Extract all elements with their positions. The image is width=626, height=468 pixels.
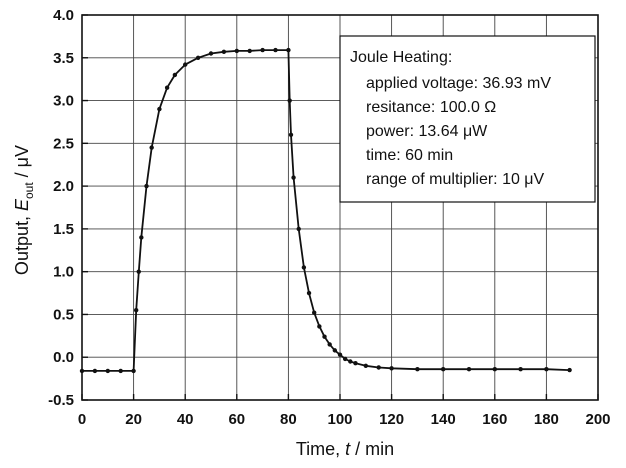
data-point bbox=[337, 352, 343, 357]
y-tick-label: -0.5 bbox=[48, 392, 74, 409]
data-point bbox=[363, 363, 368, 368]
data-point bbox=[518, 367, 523, 372]
x-tick-label: 0 bbox=[78, 411, 86, 428]
y-tick-label: 2.5 bbox=[53, 135, 74, 152]
annotation-time: time: 60 min bbox=[366, 147, 453, 164]
data-point bbox=[144, 183, 149, 189]
data-point bbox=[247, 48, 252, 54]
annotation-box: Joule Heating: applied voltage: 36.93 mV… bbox=[339, 35, 596, 203]
y-tick-label: 0.0 bbox=[53, 349, 74, 366]
data-point bbox=[105, 368, 111, 374]
y-tick-label: 1.5 bbox=[53, 221, 74, 238]
data-point bbox=[291, 175, 296, 180]
annotation-title: Joule Heating: bbox=[350, 49, 452, 66]
x-tick-label: 60 bbox=[228, 411, 245, 428]
data-point bbox=[332, 348, 338, 353]
data-point bbox=[136, 269, 141, 274]
data-point bbox=[183, 62, 188, 67]
data-point bbox=[260, 47, 265, 53]
data-point bbox=[157, 106, 162, 112]
data-point bbox=[312, 310, 317, 315]
data-point bbox=[234, 48, 239, 54]
y-tick-label: 4.0 bbox=[53, 7, 74, 24]
data-point bbox=[131, 368, 136, 374]
data-point bbox=[415, 367, 420, 372]
y-tick-label: 2.0 bbox=[53, 178, 74, 195]
x-tick-label: 180 bbox=[534, 411, 559, 428]
data-point bbox=[149, 145, 154, 150]
data-point bbox=[133, 307, 139, 313]
data-point bbox=[389, 366, 394, 371]
data-point bbox=[195, 55, 201, 60]
data-point bbox=[544, 367, 549, 372]
x-tick-label: 120 bbox=[379, 411, 404, 428]
y-tick-label: 1.0 bbox=[53, 264, 74, 281]
data-point bbox=[221, 49, 227, 54]
data-point bbox=[353, 361, 358, 366]
data-point bbox=[441, 367, 446, 372]
y-tick-label: 0.5 bbox=[53, 306, 74, 323]
x-tick-label: 100 bbox=[327, 411, 352, 428]
data-point bbox=[327, 342, 332, 347]
x-tick-label: 80 bbox=[280, 411, 297, 428]
data-point bbox=[376, 365, 381, 370]
data-point bbox=[288, 132, 294, 137]
data-point bbox=[287, 98, 292, 103]
data-point bbox=[172, 72, 178, 78]
data-point bbox=[306, 290, 312, 296]
x-tick-label: 40 bbox=[177, 411, 194, 428]
annotation-power: power: 13.64 μW bbox=[366, 123, 488, 140]
annotation-resistance: resitance: 100.0 Ω bbox=[366, 99, 496, 116]
y-axis-title: Output, Eout / μV bbox=[12, 145, 36, 275]
data-point bbox=[567, 367, 572, 373]
data-point bbox=[296, 226, 301, 232]
x-tick-label: 20 bbox=[125, 411, 142, 428]
x-tick-label: 140 bbox=[431, 411, 456, 428]
data-point bbox=[348, 359, 353, 364]
data-point bbox=[322, 334, 327, 339]
data-point bbox=[301, 265, 307, 270]
data-point bbox=[342, 356, 348, 362]
data-point bbox=[92, 368, 98, 374]
data-point bbox=[139, 235, 144, 240]
data-point bbox=[273, 47, 278, 53]
data-point bbox=[208, 51, 214, 56]
data-point bbox=[492, 367, 497, 372]
series-layer bbox=[79, 47, 572, 374]
x-tick-label: 200 bbox=[585, 411, 610, 428]
data-point bbox=[286, 47, 291, 53]
ticks: 0 20 40 60 80 100 120 140 160 180 200 -0.5 0.0 0.5 1.0… bbox=[48, 7, 610, 428]
data-point bbox=[164, 85, 170, 90]
y-tick-label: 3.0 bbox=[53, 93, 74, 110]
data-point bbox=[317, 324, 322, 329]
annotation-range: range of multiplier: 10 μV bbox=[366, 171, 545, 188]
data-point bbox=[118, 368, 123, 374]
data-point bbox=[466, 367, 472, 372]
annotation-voltage: applied voltage: 36.93 mV bbox=[366, 75, 551, 92]
x-tick-label: 160 bbox=[482, 411, 507, 428]
x-axis-title: Time, t / min bbox=[296, 439, 394, 459]
annotation-frame bbox=[339, 35, 596, 203]
y-tick-label: 3.5 bbox=[53, 50, 74, 67]
